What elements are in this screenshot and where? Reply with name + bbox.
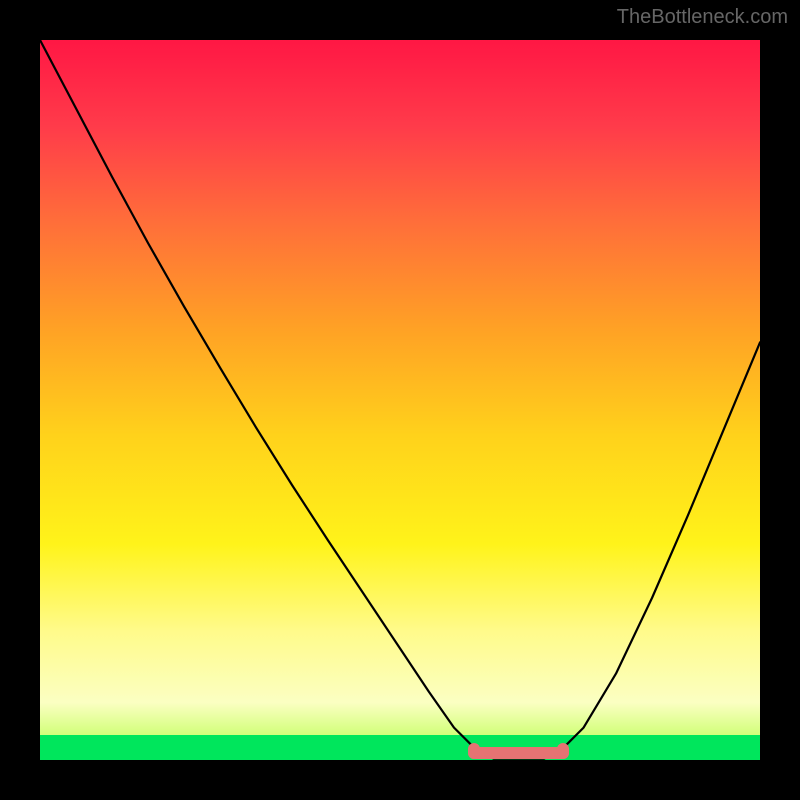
bottleneck-curve [40, 40, 760, 760]
bottleneck-chart [40, 40, 760, 760]
sweet-spot-marker [468, 747, 569, 759]
site-attribution: TheBottleneck.com [617, 6, 788, 29]
